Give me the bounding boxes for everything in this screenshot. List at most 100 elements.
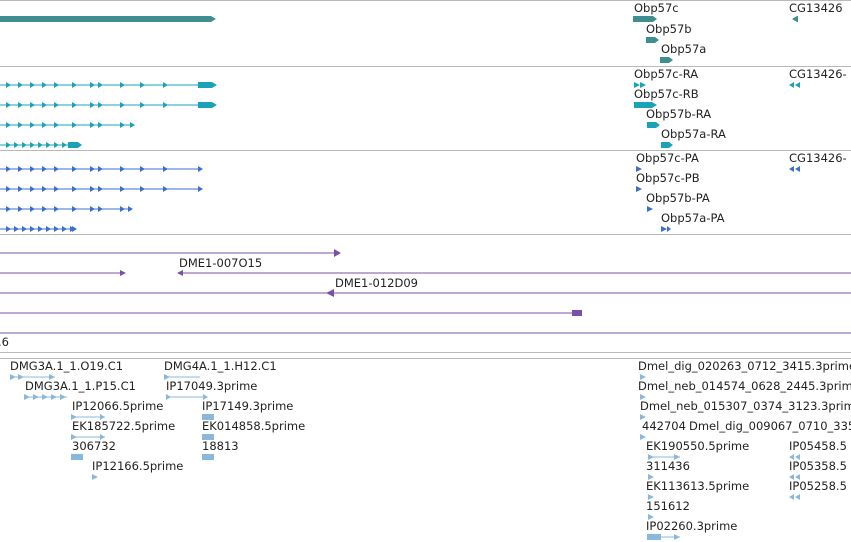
est-label[interactable]: EK185722.5prime bbox=[72, 419, 176, 433]
est-label[interactable]: IP02260.3prime bbox=[646, 519, 738, 533]
est-label[interactable]: IP05458.5 bbox=[789, 439, 847, 453]
est-label[interactable]: DMG3A.1_1.P15.C1 bbox=[25, 379, 136, 393]
gene-glyph-obp57c-arrow bbox=[653, 16, 657, 22]
exon-chevron bbox=[6, 186, 11, 192]
exon-chevron bbox=[120, 166, 125, 172]
est-label[interactable]: IP12066.5prime bbox=[72, 399, 164, 413]
clone-label[interactable]: DME1-007O15 bbox=[179, 256, 263, 270]
gene-glyph-cg13426[interactable] bbox=[792, 16, 798, 22]
exon-chevron bbox=[6, 142, 11, 148]
est-label[interactable]: EK113613.5prime bbox=[646, 479, 750, 493]
track-separator bbox=[0, 0, 851, 1]
gene-label[interactable]: Obp57b bbox=[646, 22, 692, 36]
est-label[interactable]: Dmel_dig_009067_0710_3356 bbox=[689, 419, 851, 433]
protein-label[interactable]: CG13426- bbox=[789, 151, 847, 165]
est-track: DMG3A.1_1.O19.C1 DMG4A.1_1.H12.C1 DMG3A.… bbox=[0, 358, 851, 542]
transcript-exon[interactable] bbox=[198, 82, 212, 88]
exon-chevron bbox=[120, 206, 125, 212]
transcript-label[interactable]: CG13426- bbox=[789, 67, 847, 81]
gene-glyph-left-arrow bbox=[211, 16, 216, 22]
transcript-glyph-obp57c-ra[interactable] bbox=[634, 82, 640, 88]
exon-chevron bbox=[54, 166, 59, 172]
clone-label[interactable]: .6 bbox=[0, 335, 9, 349]
exon-chevron bbox=[18, 166, 23, 172]
transcript-label[interactable]: Obp57a-RA bbox=[661, 127, 726, 141]
protein-glyph-obp57b-pa[interactable] bbox=[647, 206, 653, 212]
exon-chevron bbox=[46, 226, 51, 232]
gene-glyph-obp57b-arrow bbox=[655, 37, 659, 43]
exon-chevron bbox=[90, 206, 95, 212]
exon-chevron bbox=[120, 102, 125, 108]
exon-chevron bbox=[22, 142, 27, 148]
protein-label[interactable]: Obp57c-PB bbox=[636, 171, 700, 185]
gene-track: Obp57c Obp57b Obp57a CG13426 bbox=[0, 0, 851, 66]
est-label[interactable]: EK190550.5prime bbox=[646, 439, 750, 453]
exon-chevron bbox=[140, 166, 145, 172]
est-label[interactable]: IP05258.5 bbox=[789, 479, 847, 493]
exon-chevron bbox=[6, 102, 11, 108]
est-label[interactable]: 151612 bbox=[646, 499, 690, 513]
exon-chevron bbox=[72, 206, 77, 212]
transcript-glyph-obp57a-ra[interactable] bbox=[661, 142, 669, 148]
transcript-label[interactable]: Obp57c-RA bbox=[634, 67, 699, 81]
transcript-exon[interactable] bbox=[198, 102, 212, 108]
exon-chevron bbox=[6, 166, 11, 172]
exon-chevron bbox=[54, 206, 59, 212]
exon-chevron bbox=[30, 82, 35, 88]
est-label[interactable]: IP17149.3prime bbox=[202, 399, 294, 413]
exon-chevron bbox=[54, 122, 59, 128]
transcript-label[interactable]: Obp57c-RB bbox=[634, 87, 699, 101]
gene-glyph-left[interactable] bbox=[0, 16, 211, 22]
est-label[interactable]: IP05358.5 bbox=[789, 459, 847, 473]
est-label[interactable]: 442704 bbox=[642, 419, 686, 433]
est-label[interactable]: Dmel_dig_020263_0712_3415.3prime bbox=[638, 359, 851, 373]
protein-label[interactable]: Obp57c-PA bbox=[636, 151, 699, 165]
exon-chevron bbox=[90, 166, 95, 172]
exon-chevron bbox=[54, 102, 59, 108]
exon-chevron bbox=[120, 82, 125, 88]
protein-glyph-obp57c-pb[interactable] bbox=[636, 186, 642, 192]
exon-chevron bbox=[140, 82, 145, 88]
est-label[interactable]: DMG4A.1_1.H12.C1 bbox=[164, 359, 277, 373]
transcript-label[interactable]: Obp57b-RA bbox=[646, 107, 712, 121]
protein-label[interactable]: Obp57a-PA bbox=[661, 211, 725, 225]
est-label[interactable]: IP12166.5prime bbox=[92, 459, 184, 473]
est-label[interactable]: 306732 bbox=[72, 439, 116, 453]
est-label[interactable]: IP17049.3prime bbox=[166, 379, 258, 393]
exon-chevron bbox=[90, 122, 95, 128]
exon-chevron bbox=[30, 206, 35, 212]
protein-glyph-cg13426[interactable] bbox=[789, 166, 794, 172]
exon-chevron bbox=[72, 186, 77, 192]
exon-chevron bbox=[72, 82, 77, 88]
est-label[interactable]: Dmel_neb_015307_0374_3123.3prime bbox=[640, 399, 851, 413]
protein-glyph-obp57a-pa[interactable] bbox=[661, 226, 667, 232]
est-label[interactable]: 18813 bbox=[202, 439, 239, 453]
transcript-glyph-obp57c-rb[interactable] bbox=[634, 102, 652, 108]
est-label[interactable]: Dmel_neb_014574_0628_2445.3prime bbox=[638, 379, 851, 393]
exon-chevron bbox=[30, 186, 35, 192]
gene-glyph-obp57b[interactable] bbox=[646, 37, 655, 43]
gene-label[interactable]: CG13426 bbox=[789, 1, 843, 15]
exon-chevron bbox=[30, 226, 35, 232]
gene-label[interactable]: Obp57c bbox=[634, 1, 679, 15]
exon-chevron bbox=[30, 166, 35, 172]
exon-chevron bbox=[98, 206, 103, 212]
est-label[interactable]: DMG3A.1_1.O19.C1 bbox=[10, 359, 124, 373]
exon-chevron bbox=[38, 226, 43, 232]
gene-label[interactable]: Obp57a bbox=[661, 42, 707, 56]
exon-chevron bbox=[42, 122, 47, 128]
track-separator bbox=[0, 358, 851, 359]
gene-glyph-obp57a-arrow bbox=[669, 57, 673, 63]
exon-chevron bbox=[98, 186, 103, 192]
clone-label[interactable]: DME1-012D09 bbox=[335, 276, 418, 290]
protein-glyph-obp57c-pa[interactable] bbox=[636, 166, 642, 172]
exon-chevron bbox=[90, 186, 95, 192]
transcript-glyph-cg13426[interactable] bbox=[789, 82, 794, 88]
gene-glyph-obp57a[interactable] bbox=[660, 57, 669, 63]
est-label[interactable]: 311436 bbox=[646, 459, 690, 473]
protein-label[interactable]: Obp57b-PA bbox=[646, 191, 710, 205]
transcript-glyph-obp57b-ra[interactable] bbox=[647, 122, 656, 128]
gene-glyph-obp57c[interactable] bbox=[633, 16, 653, 22]
exon-chevron bbox=[98, 166, 103, 172]
est-label[interactable]: EK014858.5prime bbox=[202, 419, 306, 433]
